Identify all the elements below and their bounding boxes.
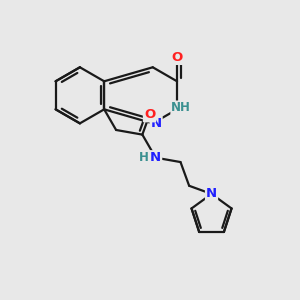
Text: N: N	[151, 117, 162, 130]
Text: H: H	[139, 151, 149, 164]
Text: N: N	[206, 188, 217, 200]
Text: O: O	[144, 108, 155, 121]
Text: NH: NH	[171, 101, 191, 114]
Text: N: N	[150, 151, 161, 164]
Text: O: O	[171, 51, 183, 64]
